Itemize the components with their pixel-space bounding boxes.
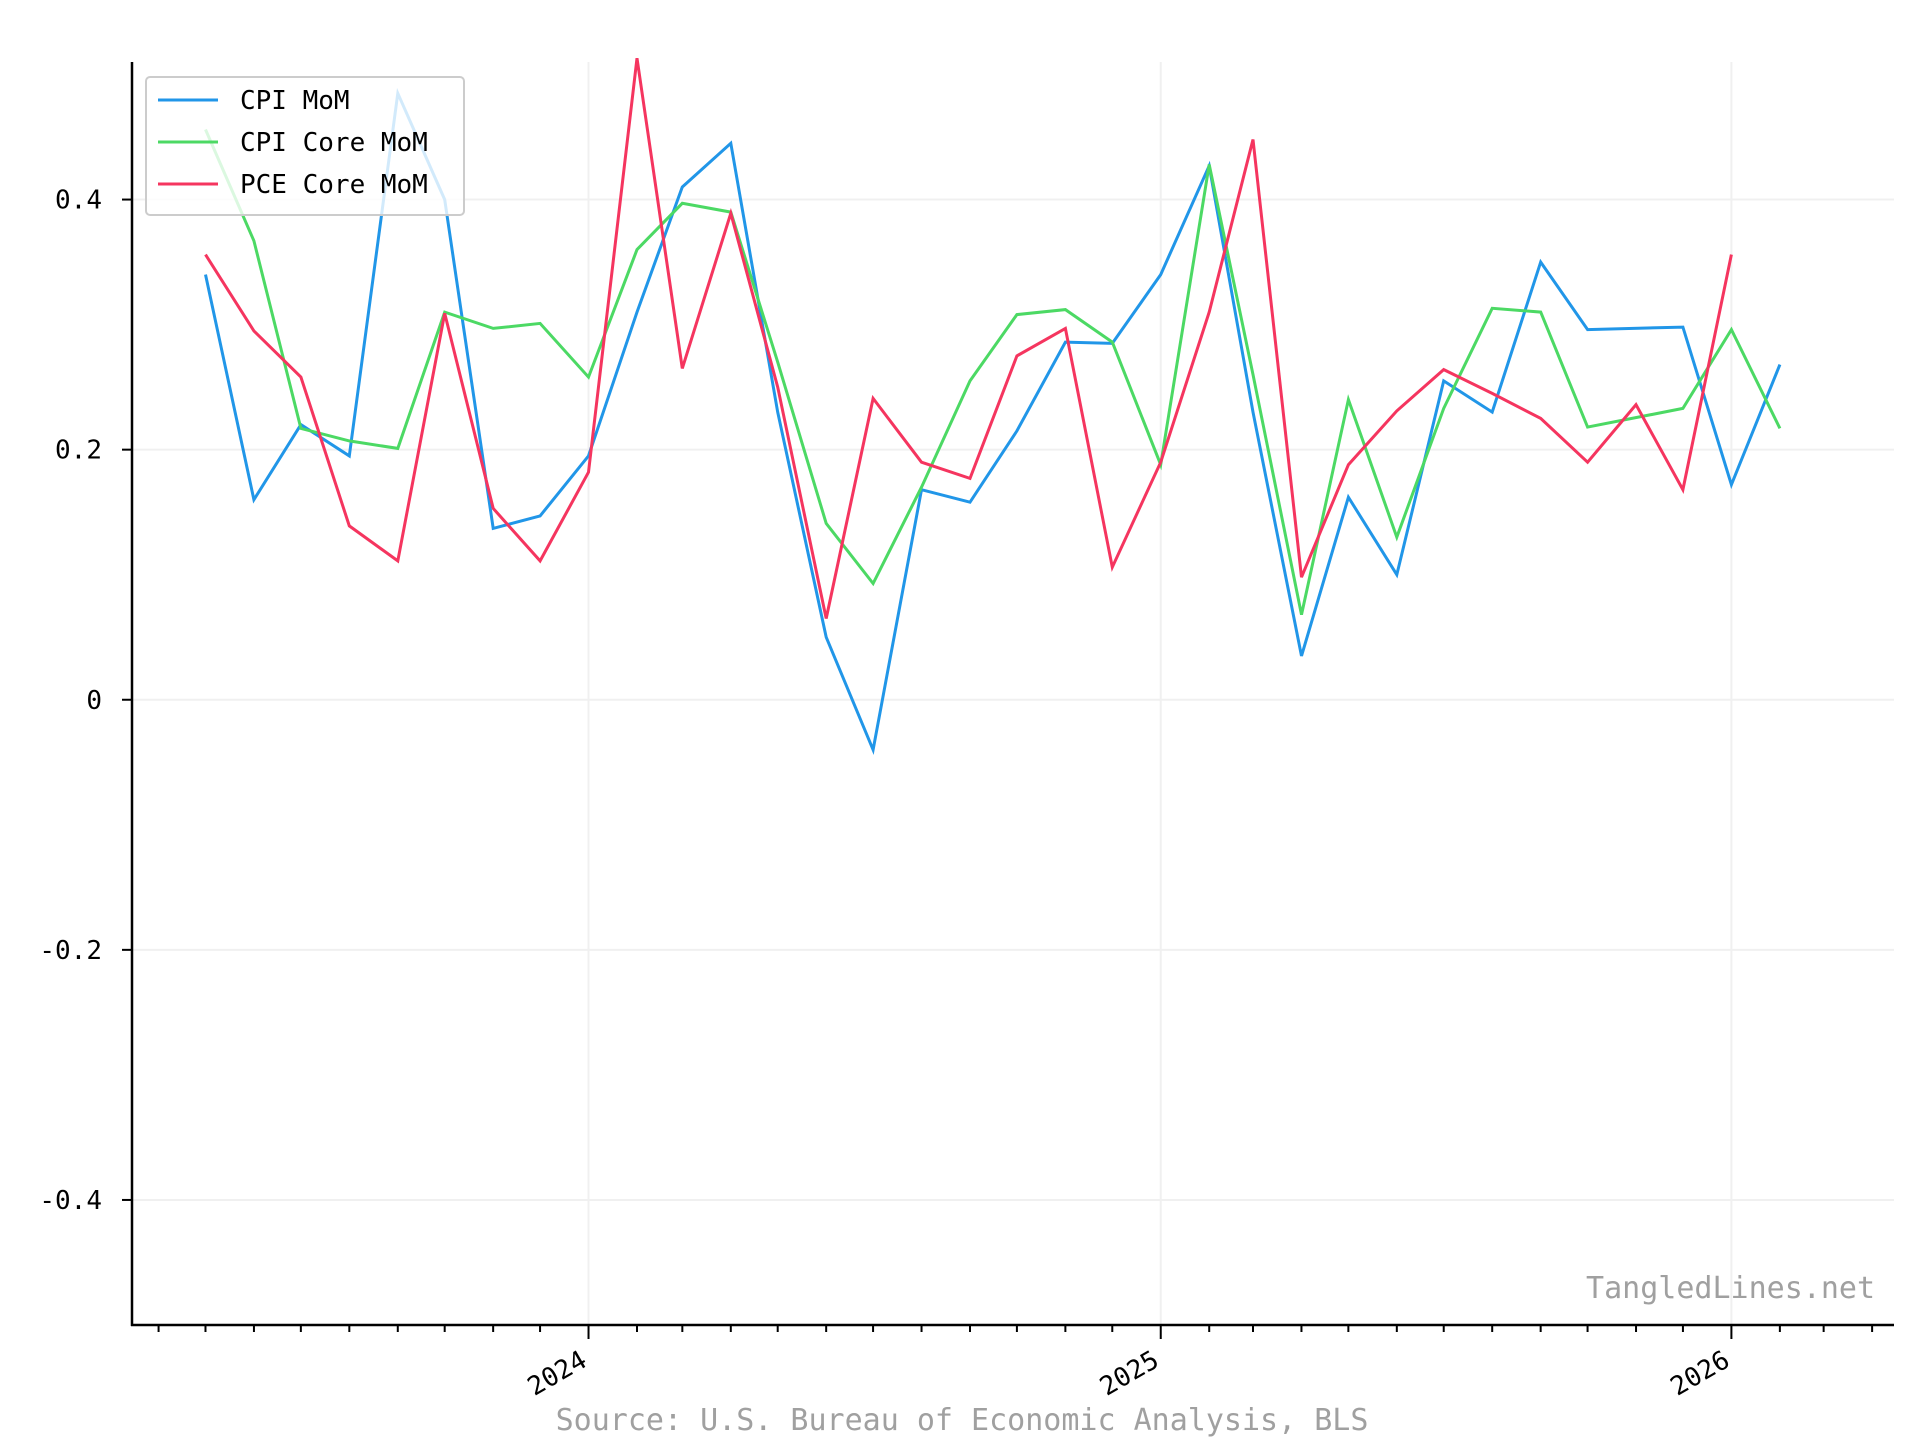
y-tick-label: 0 [86,686,102,716]
legend: CPI MoM CPI Core MoM PCE Core MoM [145,76,465,216]
series-line-pce-core-mom [204,57,1733,619]
legend-label: CPI MoM [240,86,350,116]
series-line-cpi-mom [204,87,1782,756]
x-tick-label: 2026 [1666,1345,1735,1402]
x-tick-label: 2024 [523,1345,592,1402]
x-tick-label: 2025 [1095,1345,1164,1402]
watermark: TangledLines.net [1586,1271,1875,1306]
series-lines [204,57,1782,756]
legend-label: CPI Core MoM [240,128,428,158]
legend-box [145,76,465,216]
axes: 0.4 0.2 0 -0.2 -0.4 2024 2025 2026 [39,62,1894,1402]
y-tick-label: -0.4 [39,1186,102,1216]
series-line-cpi-core-mom [204,128,1782,616]
legend-label: PCE Core MoM [240,170,428,200]
source-note: Source: U.S. Bureau of Economic Analysis… [556,1403,1369,1438]
grid [132,62,1894,1325]
y-tick-label: 0.4 [55,186,102,216]
y-tick-label: 0.2 [55,436,102,466]
y-tick-label: -0.2 [39,936,102,966]
